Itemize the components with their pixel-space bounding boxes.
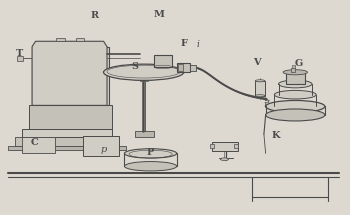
Bar <box>291 68 295 72</box>
Bar <box>140 77 148 81</box>
Ellipse shape <box>220 158 229 160</box>
Text: M: M <box>154 10 165 19</box>
Text: G: G <box>295 59 303 68</box>
Bar <box>18 56 23 60</box>
Polygon shape <box>22 129 112 137</box>
Bar <box>177 63 190 72</box>
Bar <box>56 38 65 41</box>
Ellipse shape <box>125 149 177 158</box>
Ellipse shape <box>104 64 184 80</box>
Polygon shape <box>32 41 107 105</box>
Text: C: C <box>31 138 39 147</box>
Bar <box>286 72 305 84</box>
Ellipse shape <box>266 100 325 112</box>
Bar <box>210 144 214 148</box>
Text: i: i <box>196 40 199 49</box>
Bar <box>212 142 238 151</box>
Text: F: F <box>180 39 187 48</box>
Text: p: p <box>100 145 107 154</box>
Bar <box>255 81 265 96</box>
Bar <box>29 105 112 129</box>
Polygon shape <box>22 137 55 154</box>
Bar <box>178 64 183 71</box>
Text: P: P <box>147 148 154 157</box>
Ellipse shape <box>283 70 307 75</box>
Bar <box>76 38 84 41</box>
Polygon shape <box>8 146 126 150</box>
Ellipse shape <box>266 109 325 121</box>
Ellipse shape <box>279 80 312 88</box>
Bar <box>83 136 119 156</box>
Bar <box>233 144 238 148</box>
Text: S: S <box>131 62 138 71</box>
Bar <box>190 65 196 71</box>
Text: K: K <box>272 131 280 140</box>
Text: T: T <box>16 49 23 58</box>
Bar <box>32 47 109 105</box>
Bar <box>154 55 172 67</box>
Polygon shape <box>15 137 119 146</box>
Ellipse shape <box>255 80 265 82</box>
Text: V: V <box>253 58 261 67</box>
Text: R: R <box>91 11 99 20</box>
Ellipse shape <box>274 91 316 99</box>
Bar <box>135 131 154 137</box>
Ellipse shape <box>125 161 177 171</box>
Text: r: r <box>264 100 268 109</box>
Ellipse shape <box>255 95 265 97</box>
Bar <box>293 64 295 68</box>
